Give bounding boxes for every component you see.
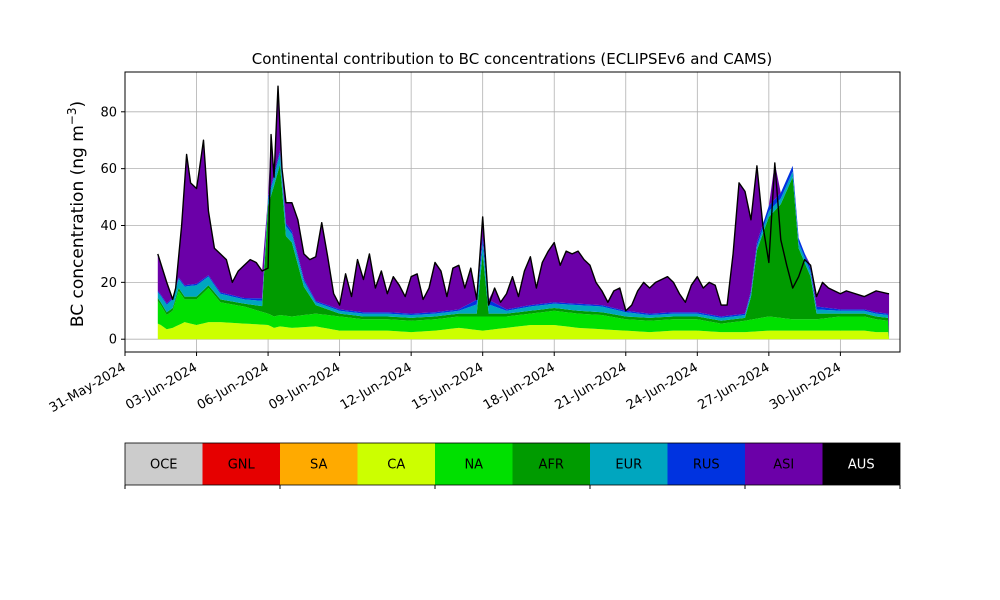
x-tick-label: 03-Jun-2024	[123, 360, 200, 413]
area-ca	[157, 322, 890, 340]
legend-swatch-oce	[125, 443, 203, 485]
legend-label-eur: EUR	[615, 458, 642, 473]
area-asi	[157, 86, 890, 340]
y-tick-label: 40	[100, 219, 117, 234]
legend-label-afr: AFR	[539, 458, 564, 473]
y-axis-label-main: BC concentration (ng m	[68, 125, 88, 327]
y-tick-label: 0	[109, 333, 117, 348]
axes-frame	[124, 71, 901, 353]
y-tick-label: 80	[100, 105, 117, 120]
x-tick-label: 06-Jun-2024	[195, 360, 272, 413]
plot-area	[124, 72, 900, 352]
x-tick-label: 15-Jun-2024	[409, 360, 486, 413]
x-tick-label: 31-May-2024	[47, 360, 129, 416]
x-tick-label: 30-Jun-2024	[767, 360, 844, 413]
legend-swatch-eur	[590, 443, 668, 485]
legend-label-asi: ASI	[773, 458, 794, 473]
legend-swatch-gnl	[202, 443, 280, 485]
chart-title: Continental contribution to BC concentra…	[252, 50, 773, 68]
legend-swatch-asi	[745, 443, 823, 485]
x-tick-label: 24-Jun-2024	[624, 360, 701, 413]
y-tick-label: 20	[100, 276, 117, 291]
legend-label-ca: CA	[387, 458, 405, 473]
x-tick-label: 27-Jun-2024	[696, 360, 773, 413]
legend-swatch-aus	[822, 443, 900, 485]
legend-swatch-sa	[280, 443, 358, 485]
legend-label-oce: OCE	[150, 458, 178, 473]
y-axis-label-close: )	[68, 101, 88, 108]
total-line	[157, 85, 890, 312]
legend-label-na: NA	[464, 458, 483, 473]
legend-frame	[124, 442, 901, 486]
legend-label-gnl: GNL	[228, 458, 256, 473]
y-tick-label: 60	[100, 162, 117, 177]
x-tick-label: 12-Jun-2024	[338, 360, 415, 413]
legend-swatch-afr	[512, 443, 590, 485]
legend-label-aus: AUS	[848, 458, 875, 473]
x-tick-label: 18-Jun-2024	[481, 360, 558, 413]
area-na	[157, 288, 890, 340]
legend-swatch-na	[435, 443, 513, 485]
x-tick-label: 21-Jun-2024	[552, 360, 629, 413]
legend-swatch-rus	[667, 443, 745, 485]
legend-label-rus: RUS	[693, 458, 720, 473]
legend-label-sa: SA	[310, 458, 327, 473]
legend-swatch-ca	[357, 443, 435, 485]
y-axis-label-exponent: −3	[65, 107, 79, 125]
x-tick-label: 09-Jun-2024	[266, 360, 343, 413]
legend: OCE GNL SA CA NA AFR EUR RUS ASI AUS	[124, 442, 901, 489]
y-axis-label: BC concentration (ng m−3)	[65, 101, 88, 327]
